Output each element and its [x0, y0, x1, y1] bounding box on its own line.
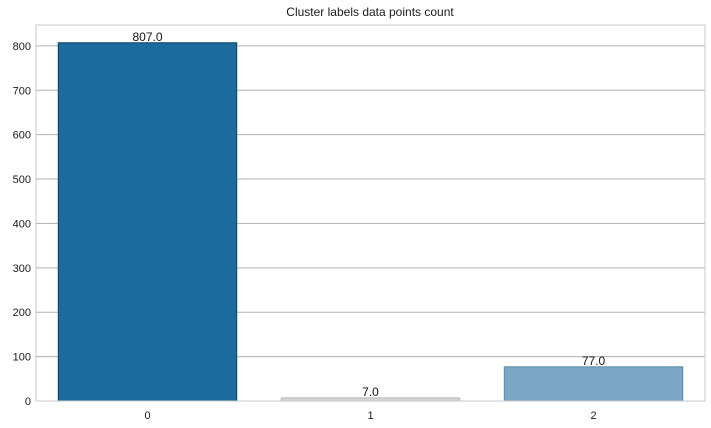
- bar-2: [503, 366, 684, 402]
- x-tick-label: 1: [367, 410, 373, 422]
- y-tick-label: 0: [25, 396, 31, 408]
- y-axis-ticks: 0 100 200 300 400 500 600 700 800: [13, 41, 31, 408]
- bar-0: [57, 42, 238, 402]
- y-tick-label: 500: [13, 174, 31, 186]
- y-tick-label: 300: [13, 263, 31, 275]
- y-tick-label: 800: [13, 41, 31, 53]
- x-axis-ticks: 0 1 2: [144, 410, 596, 422]
- data-label-1: 7.0: [362, 385, 379, 399]
- plot-frame: [35, 24, 706, 402]
- data-label-0: 807.0: [132, 30, 162, 44]
- data-label-2: 77.0: [582, 354, 606, 368]
- data-labels: 807.0 7.0 77.0: [132, 30, 605, 399]
- x-tick-label: 0: [144, 410, 150, 422]
- chart-title: Cluster labels data points count: [286, 5, 454, 19]
- y-tick-label: 100: [13, 352, 31, 364]
- bars: [57, 42, 684, 402]
- y-tick-label: 600: [13, 130, 31, 142]
- y-tick-label: 400: [13, 218, 31, 230]
- y-tick-label: 200: [13, 307, 31, 319]
- y-tick-label: 700: [13, 85, 31, 97]
- x-tick-label: 2: [590, 410, 596, 422]
